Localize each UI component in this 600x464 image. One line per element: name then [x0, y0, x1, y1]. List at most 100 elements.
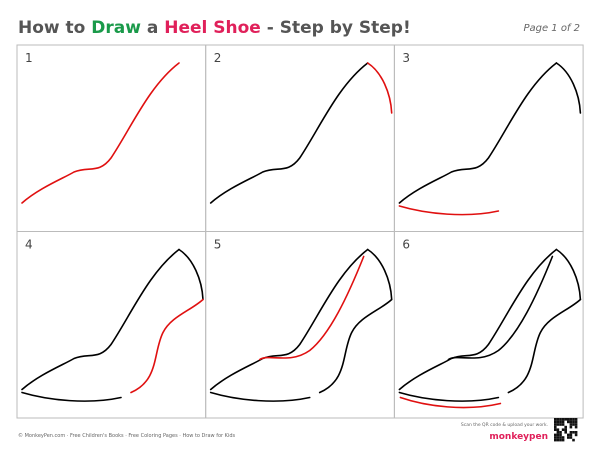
qr-cell [567, 420, 570, 424]
qr-cell [554, 428, 557, 431]
step-panel: 3 [393, 44, 584, 232]
qr-cell [567, 436, 570, 439]
qr-cell [556, 423, 560, 426]
shoe-drawing [398, 62, 582, 216]
qr-cell [561, 428, 565, 431]
qr-cell [559, 438, 562, 442]
shoe-stroke [555, 248, 582, 301]
title-part: - Step by Step! [261, 18, 411, 38]
title-part: How to [18, 18, 91, 38]
title: How to Draw a Heel Shoe - Step by Step! [18, 18, 411, 38]
qr-cell [572, 423, 575, 426]
title-part: Heel Shoe [164, 18, 261, 38]
qr-cell [556, 420, 560, 424]
shoe-stroke [398, 205, 500, 216]
shoe-drawing [21, 62, 180, 204]
shoe-drawing [209, 62, 393, 204]
qr-cell [559, 418, 562, 421]
qr-cell [574, 420, 578, 424]
qr-cell [569, 423, 573, 426]
panel-border [16, 44, 207, 232]
qr-cell [554, 418, 557, 421]
step-panel: 6 [393, 231, 584, 419]
qr-cell [567, 418, 570, 421]
qr-cell [569, 425, 573, 429]
shoe-stroke [209, 62, 369, 204]
qr-cell [554, 425, 557, 429]
qr-cell [561, 423, 565, 426]
qr-cell [556, 433, 560, 437]
qr-cell [559, 431, 562, 434]
shoe-stroke [21, 391, 122, 402]
step-number: 1 [25, 51, 33, 65]
qr-cell [554, 433, 557, 437]
qr-cell [567, 433, 570, 437]
qr-cell [569, 431, 573, 434]
qr-cell [572, 418, 575, 421]
step-panel: 5 [205, 231, 395, 419]
shoe-stroke [555, 62, 582, 114]
logo: monkeypen [489, 432, 548, 442]
step-number: 6 [402, 238, 410, 252]
qr-cell [554, 436, 557, 439]
panel-border [16, 231, 207, 419]
qr-cell [559, 420, 562, 424]
qr-cell [559, 436, 562, 439]
qr-code [554, 418, 578, 442]
step-number: 4 [25, 238, 33, 252]
qr-cell [554, 423, 557, 426]
step-number: 2 [214, 51, 222, 65]
title-part: a [141, 18, 164, 38]
shoe-stroke [209, 391, 311, 402]
step-panel: 4 [16, 231, 207, 419]
qr-cell [574, 423, 578, 426]
shoe-drawing [209, 248, 393, 402]
shoe-stroke [209, 248, 369, 391]
shoe-drawing [398, 248, 582, 409]
qr-cell [564, 428, 567, 431]
qr-cell [561, 436, 565, 439]
qr-cell [569, 418, 573, 421]
shoe-stroke [366, 62, 393, 114]
qr-cell [556, 436, 560, 439]
qr-cell [556, 428, 560, 431]
title-part: Draw [91, 18, 141, 38]
page-number: Page 1 of 2 [523, 23, 580, 34]
qr-cell [556, 418, 560, 421]
qr-cell [561, 438, 565, 442]
qr-cell [569, 433, 573, 437]
qr-cell [556, 431, 560, 434]
qr-cell [554, 420, 557, 424]
qr-cell [564, 425, 567, 429]
shoe-stroke [21, 248, 180, 391]
qr-cell [574, 425, 578, 429]
qr-cell [574, 433, 578, 437]
shoe-stroke [398, 248, 558, 391]
shoe-stroke [398, 62, 558, 204]
qr-cell [572, 438, 575, 442]
shoe-stroke [366, 248, 393, 301]
qr-cell [569, 420, 573, 424]
qr-cell [574, 418, 578, 421]
qr-cell [569, 436, 573, 439]
step-grid: 1 2 3 4 5 6 [16, 44, 584, 419]
step-number: 5 [214, 238, 222, 252]
shoe-drawing [21, 248, 204, 402]
panel-border [393, 44, 584, 232]
shoe-stroke [130, 298, 204, 394]
qr-cell [559, 423, 562, 426]
step-panel: 2 [205, 44, 395, 232]
qr-cell [556, 438, 560, 442]
credits: © MonkeyPen.com · Free Children's Books … [18, 432, 236, 439]
shoe-stroke [178, 248, 204, 301]
qr-cell [574, 431, 578, 434]
shoe-stroke [507, 298, 582, 394]
step-number: 3 [402, 51, 410, 65]
shoe-stroke [398, 391, 500, 402]
shoe-stroke [21, 62, 180, 204]
qr-cell [561, 420, 565, 424]
qr-cell [572, 431, 575, 434]
scan-note: Scan the QR code & upload your work. [461, 422, 548, 428]
qr-cell [572, 420, 575, 424]
